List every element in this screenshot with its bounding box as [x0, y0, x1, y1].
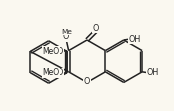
Text: OH: OH — [128, 35, 140, 44]
Text: O: O — [57, 68, 63, 77]
Text: O: O — [63, 32, 69, 41]
Text: Me: Me — [62, 29, 72, 35]
Text: MeO: MeO — [42, 68, 59, 77]
Text: MeO: MeO — [42, 47, 59, 56]
Text: O: O — [57, 47, 63, 56]
Text: OH: OH — [147, 68, 159, 77]
Text: O: O — [84, 77, 90, 86]
Text: O: O — [93, 24, 99, 33]
